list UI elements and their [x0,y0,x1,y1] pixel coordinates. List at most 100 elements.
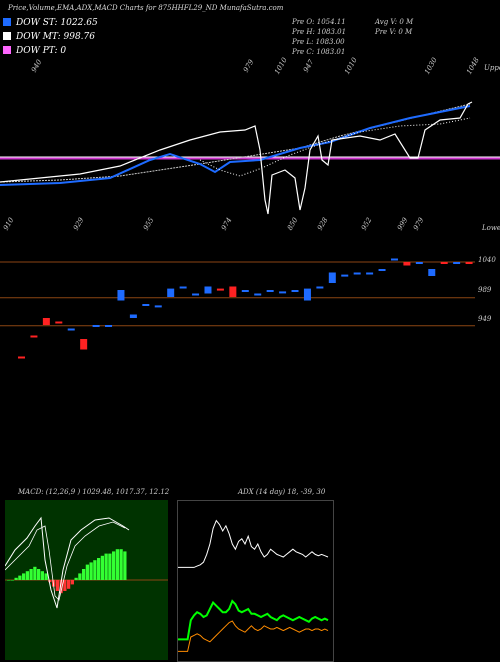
macd-hist-bar [119,549,123,580]
ohlc-high: Pre H: 1083.01 [292,28,347,36]
macd-hist-bar [97,558,101,580]
candle [142,304,150,306]
candle [55,321,63,324]
candle [403,262,411,266]
ohlc-col2: Avg V: 0 M Pre V: 0 M [375,17,413,37]
macd-panel [5,500,168,660]
adx-chart [178,519,329,652]
macd-line [5,516,130,609]
adx-panel [177,500,334,662]
candles [18,258,473,359]
macd-hist-bar [115,549,119,580]
macd-hist-bar [48,580,52,583]
ohlc-pre-vol: Pre V: 0 M [375,28,413,36]
ema-lines [0,101,500,215]
macd-hist-bar [63,580,67,591]
macd-hist-bar [104,553,108,580]
candle [440,262,448,264]
candle [415,262,423,264]
adx-line [178,519,329,568]
dow-mt-line [0,103,471,183]
ohlc-open: Pre O: 1054.11 [292,18,346,26]
price-line [0,101,473,215]
macd-title: MACD: (12,26,9 ) 1029.48, 1017.37, 12.12 [18,488,170,496]
candle [67,328,75,331]
candle [316,286,324,289]
candle [80,339,88,350]
candle [328,272,336,283]
candle [341,274,349,277]
legend-label-mt: DOW MT: 998.76 [16,32,95,42]
edge-lower: Lower [482,224,500,232]
candle [465,262,473,264]
candle [266,290,274,292]
candle [254,293,262,296]
price-label-1: 989 [478,286,492,294]
macd-hist-bar [82,569,86,580]
candle [18,356,25,359]
price-label-2: 949 [478,315,492,323]
macd-hist-bar [18,575,22,580]
candle [179,286,187,289]
macd-hist-bar [55,580,59,591]
candle [105,325,113,327]
macd-hist-bar [44,573,48,580]
candle [129,314,137,318]
ohlc-col1: Pre O: 1054.11 Pre H: 1083.01 Pre L: 108… [292,17,346,57]
macd-hist-bar [123,551,127,580]
candle [216,288,224,291]
candle [291,290,299,292]
candle [366,272,374,275]
candle [117,290,125,301]
macd-hist-bar [93,560,97,580]
macd-hist-bar [7,580,11,581]
candle [241,290,249,292]
legend-swatch-pt [3,46,11,54]
macd-hist-bar [78,573,82,580]
legend-dow-st: DOW ST: 1022.65 [3,18,98,28]
chart-title: Price,Volume,EMA,ADX,MACD Charts for 875… [8,4,284,12]
macd-hist-bar [112,551,116,580]
ema-dotted [199,117,471,177]
plus-di-line [178,599,329,641]
candle [167,288,175,297]
candle [303,288,311,301]
macd-hist-bar [29,569,33,580]
macd-hist-bar [70,580,74,585]
macd-hist-bar [85,564,89,580]
macd-chart [5,516,168,609]
macd-hist-bar [74,577,78,580]
candle [42,318,50,325]
macd-hist-bar [108,553,112,580]
legend-dow-pt: DOW PT: 0 [3,46,66,56]
candle [353,272,361,275]
candle [378,269,386,271]
macd-hist-bar [14,577,18,580]
price-chart [0,101,500,359]
macd-hist-bar [10,580,14,581]
price-label-0: 1040 [478,256,496,264]
signal-line [5,521,126,601]
legend-swatch-mt [3,32,11,40]
macd-hist-bar [67,580,71,589]
price-levels [0,261,475,327]
macd-hist-bar [59,580,63,594]
legend-swatch-st [3,18,11,26]
adx-title: ADX (14 day) 18, -39, 30 [238,488,326,496]
macd-hist-bar [33,566,37,580]
edge-upper: Upper [484,64,500,72]
candle [92,325,100,327]
candle [390,258,398,261]
candle [279,291,287,294]
dow-st-line [0,105,471,186]
candle [428,269,436,276]
candle [192,293,200,296]
macd-hist-bar [40,571,44,580]
minus-di-line [178,620,329,652]
legend-label-st: DOW ST: 1022.65 [16,18,98,28]
ohlc-close: Pre C: 1083.01 [292,48,346,56]
macd-hist-bar [22,573,26,580]
macd-hist-bar [25,571,29,580]
macd-hist-bar [89,562,93,580]
legend-dow-mt: DOW MT: 998.76 [3,32,95,42]
